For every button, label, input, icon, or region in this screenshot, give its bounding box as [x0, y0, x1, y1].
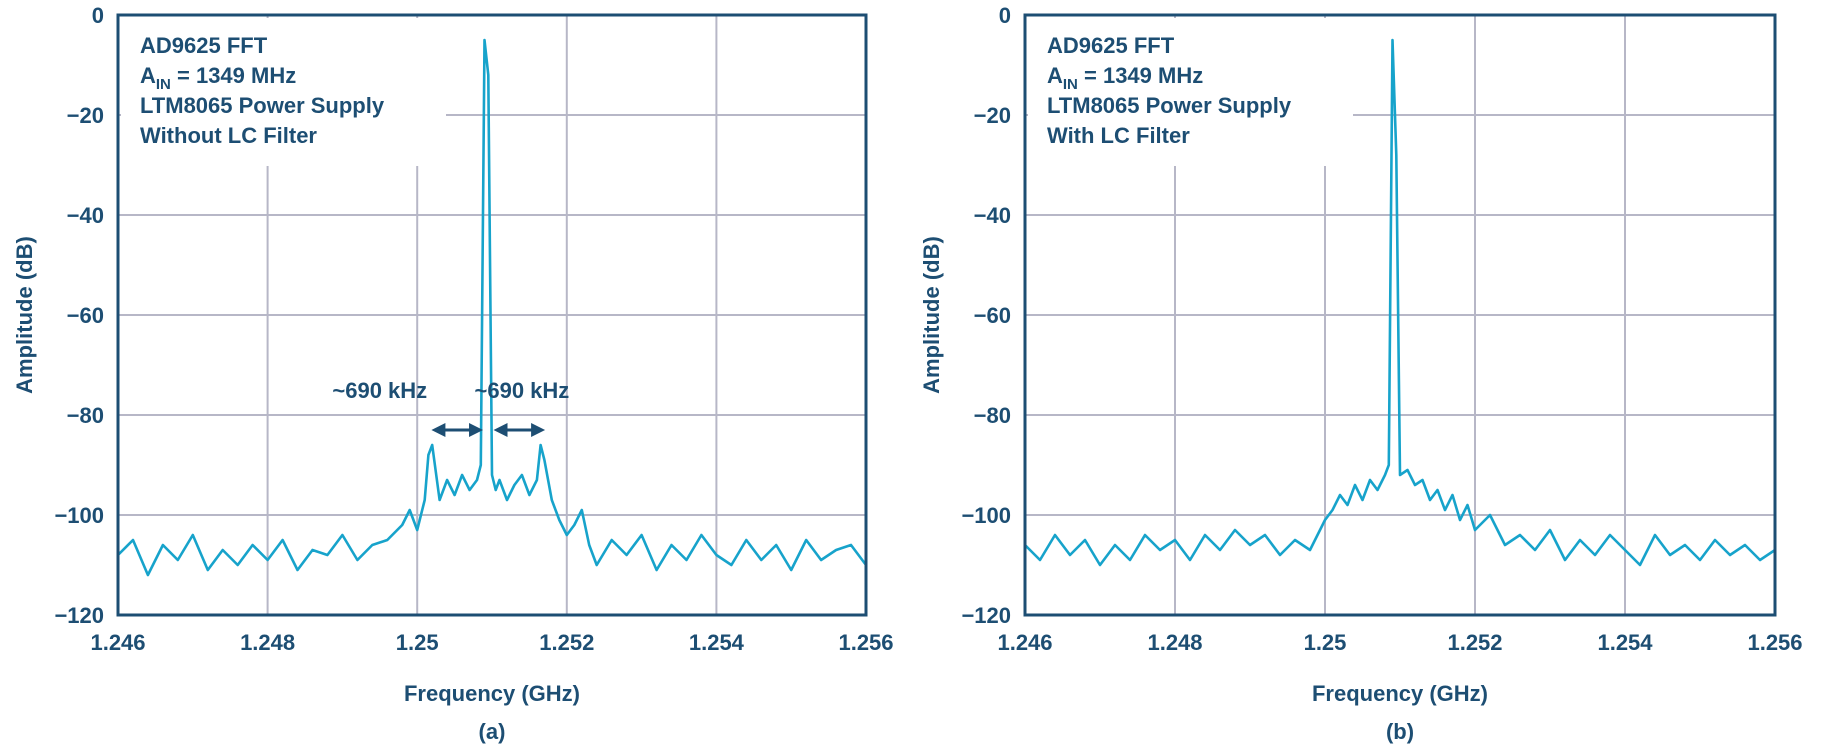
panel-label: (a) [479, 719, 506, 744]
annotation-text: LTM8065 Power Supply [140, 93, 385, 118]
y-tick-label: −60 [67, 303, 104, 328]
y-tick-label: −20 [974, 103, 1011, 128]
y-tick-label: −80 [974, 403, 1011, 428]
annotation-subscript: IN [1063, 76, 1078, 93]
x-tick-label: 1.248 [240, 630, 295, 655]
y-tick-label: −80 [67, 403, 104, 428]
spur-arrow [431, 423, 484, 437]
x-tick-label: 1.256 [838, 630, 893, 655]
gridlines [1025, 15, 1775, 615]
x-tick-label: 1.248 [1147, 630, 1202, 655]
y-tick-label: −100 [961, 503, 1011, 528]
y-tick-label: 0 [999, 3, 1011, 28]
x-tick-label: 1.246 [997, 630, 1052, 655]
annotation-line: AIN = 1349 MHz [140, 63, 296, 93]
y-axis-label: Amplitude (dB) [919, 236, 944, 394]
y-tick-label: 0 [92, 3, 104, 28]
gridlines [118, 15, 866, 615]
annotation-subscript: IN [156, 76, 171, 93]
y-tick-label: −20 [67, 103, 104, 128]
y-tick-label: −100 [54, 503, 104, 528]
x-tick-label: 1.252 [1447, 630, 1502, 655]
arrow-head-right [531, 423, 546, 437]
y-tick-label: −40 [67, 203, 104, 228]
annotation-background [121, 18, 446, 166]
annotation-text: With LC Filter [1047, 123, 1190, 148]
plot-frame [1023, 13, 1777, 617]
annotation-line: AIN = 1349 MHz [1047, 63, 1203, 93]
annotation-text: A [1047, 63, 1063, 88]
y-tick-label: −120 [54, 603, 104, 628]
annotation-line: Without LC Filter [140, 123, 317, 148]
arrow-head-right [469, 423, 484, 437]
annotation-text: AD9625 FFT [1047, 33, 1175, 58]
annotation-background [1028, 18, 1353, 166]
annotation-text: = 1349 MHz [171, 63, 296, 88]
annotation-line: LTM8065 Power Supply [140, 93, 385, 118]
chart-panel-b: 1.246 1.248 1.25 1.252 1.254 1.256 0 −20 −40 −60 −… [919, 3, 1803, 744]
series-line [1024, 38, 1776, 567]
y-axis-label: Amplitude (dB) [12, 236, 37, 394]
annotation-text: A [140, 63, 156, 88]
annotation-line: AD9625 FFT [1047, 33, 1175, 58]
series-line [117, 38, 868, 577]
x-tick-label: 1.25 [396, 630, 439, 655]
spur-label: ~690 kHz [475, 378, 570, 403]
x-tick-label: 1.254 [689, 630, 745, 655]
annotation-line: LTM8065 Power Supply [1047, 93, 1292, 118]
x-tick-label: 1.256 [1747, 630, 1802, 655]
chart-panel-a: 1.246 1.248 1.25 1.252 1.254 1.256 0 −20 −40 −60 −… [12, 3, 894, 744]
y-tick-label: −40 [974, 203, 1011, 228]
spur-arrow [493, 423, 546, 437]
x-tick-label: 1.25 [1304, 630, 1347, 655]
annotation-text: Without LC Filter [140, 123, 317, 148]
annotation-text: LTM8065 Power Supply [1047, 93, 1292, 118]
x-axis-label: Frequency (GHz) [404, 681, 580, 706]
annotation-text: AD9625 FFT [140, 33, 268, 58]
x-tick-label: 1.246 [90, 630, 145, 655]
arrow-head-left [431, 423, 446, 437]
annotation-line: AD9625 FFT [140, 33, 268, 58]
annotation-line: With LC Filter [1047, 123, 1190, 148]
plot-frame [116, 13, 868, 617]
spur-label: ~690 kHz [332, 378, 427, 403]
y-tick-label: −60 [974, 303, 1011, 328]
x-tick-label: 1.252 [539, 630, 594, 655]
x-axis-label: Frequency (GHz) [1312, 681, 1488, 706]
y-tick-label: −120 [961, 603, 1011, 628]
x-tick-label: 1.254 [1597, 630, 1653, 655]
annotation-text: = 1349 MHz [1078, 63, 1203, 88]
arrow-head-left [493, 423, 508, 437]
panel-label: (b) [1386, 719, 1414, 744]
